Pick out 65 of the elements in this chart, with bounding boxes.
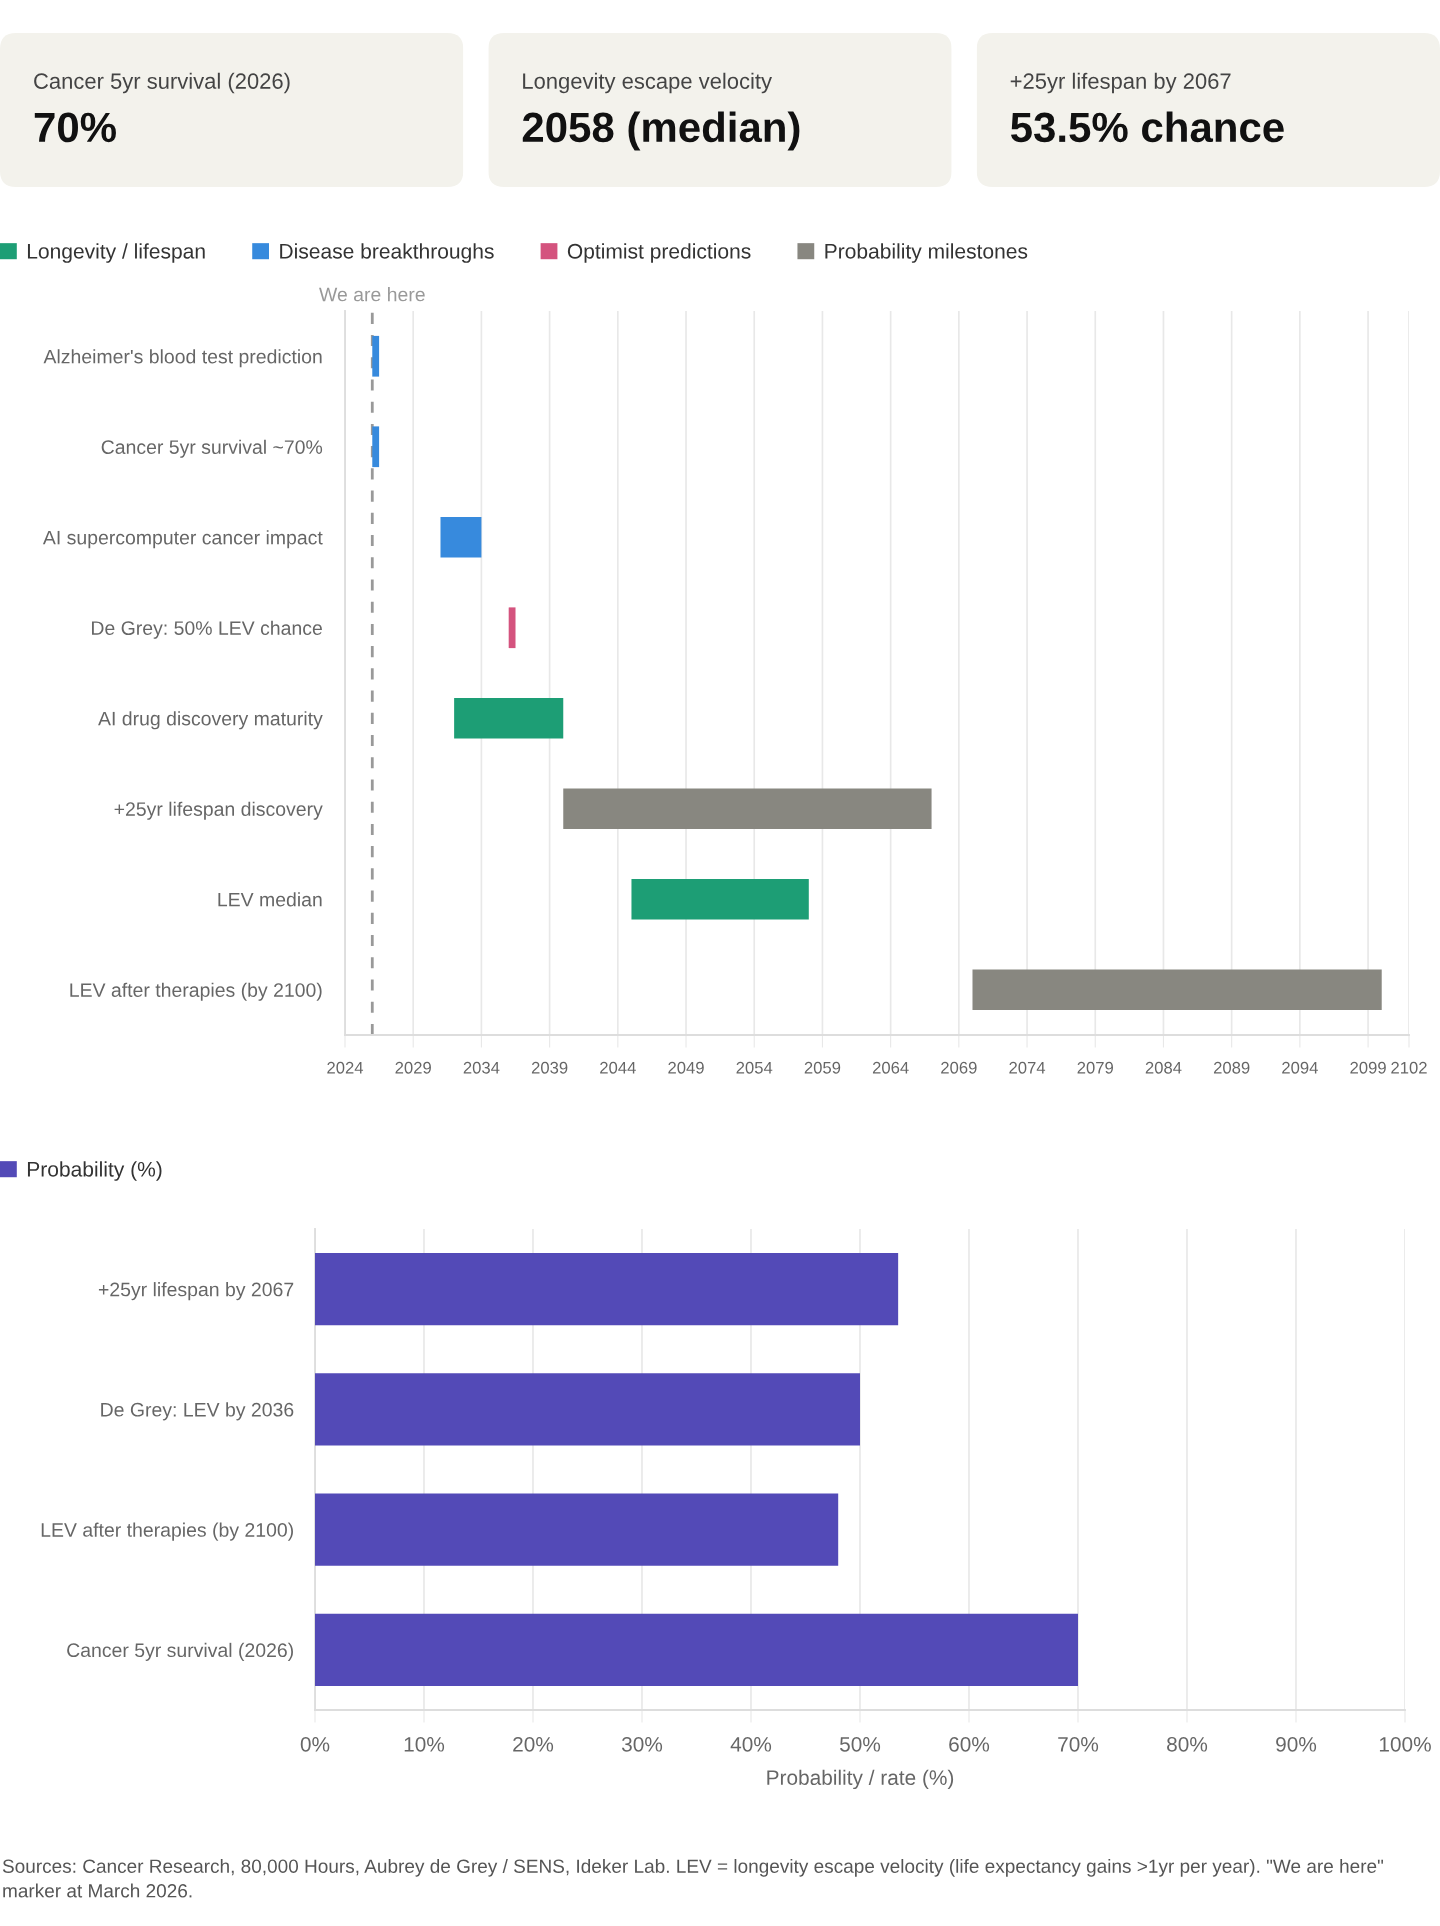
x-tick-label: 30% <box>621 1736 663 1752</box>
legend-label: Disease breakthroughs <box>280 243 494 263</box>
bar <box>315 1253 899 1326</box>
x-tick-label: 2084 <box>1145 1061 1182 1074</box>
y-tick-label: Alzheimer's blood test prediction <box>43 349 322 368</box>
x-tick-label: 100% <box>1379 1736 1431 1752</box>
bar <box>440 516 482 558</box>
x-tick-label: 2102 <box>1391 1061 1427 1074</box>
x-tick-label: 2099 <box>1350 1061 1386 1074</box>
legend-label: Optimist predictions <box>567 243 751 263</box>
y-tick-label: De Grey: LEV by 2036 <box>101 1402 294 1421</box>
text: 53.5% chance <box>1010 111 1284 143</box>
y-tick-label: Cancer 5yr survival ~70% <box>101 439 323 458</box>
x-tick-label: 2064 <box>872 1061 909 1074</box>
x-tick-label: 60% <box>949 1736 990 1752</box>
x-axis-title: Probability / rate (%) <box>767 1769 954 1790</box>
text: Longevity escape velocity <box>523 72 772 94</box>
x-tick-label: 2089 <box>1213 1061 1250 1074</box>
legend-label: Longevity / lifespan <box>27 243 205 263</box>
y-tick-label: Cancer 5yr survival (2026) <box>67 1642 293 1661</box>
y-tick-label: AI drug discovery maturity <box>98 711 323 730</box>
text: 70% <box>34 112 116 143</box>
bar <box>315 1613 1078 1686</box>
x-tick-label: 2069 <box>941 1061 977 1074</box>
bar <box>508 607 516 649</box>
legend-label: Probability (%) <box>27 1161 162 1181</box>
bar <box>972 969 1382 1011</box>
text: 2058 (median) <box>522 111 800 151</box>
x-tick-label: 2079 <box>1077 1061 1114 1074</box>
x-tick-label: 2054 <box>736 1061 773 1074</box>
x-tick-label: 2049 <box>668 1061 704 1074</box>
y-tick-label: +25yr lifespan discovery <box>114 801 323 820</box>
x-tick-label: 2024 <box>327 1061 364 1074</box>
x-tick-label: 2059 <box>804 1061 841 1074</box>
y-tick-label: +25yr lifespan by 2067 <box>98 1282 294 1301</box>
x-tick-label: 2029 <box>395 1061 431 1074</box>
x-tick-label: 90% <box>1276 1736 1317 1752</box>
bar <box>563 788 932 830</box>
text: +25yr lifespan by 2067 <box>1010 72 1231 94</box>
bar <box>372 335 380 377</box>
x-tick-label: 2039 <box>531 1061 568 1074</box>
y-tick-label: LEV median <box>218 892 322 907</box>
y-tick-label: LEV after therapies (by 2100) <box>70 982 322 1001</box>
x-tick-label: 80% <box>1167 1736 1208 1752</box>
x-tick-label: 20% <box>513 1736 554 1752</box>
bar <box>372 426 380 468</box>
x-tick-label: 70% <box>1058 1736 1099 1752</box>
x-tick-label: 0% <box>300 1736 330 1752</box>
x-tick-label: 10% <box>404 1736 445 1752</box>
bar <box>454 697 564 739</box>
x-tick-label: 50% <box>839 1736 881 1752</box>
x-tick-label: 2044 <box>600 1061 636 1074</box>
y-tick-label: AI supercomputer cancer impact <box>42 530 323 549</box>
legend-label: Probability milestones <box>825 243 1028 263</box>
y-tick-label: LEV after therapies (by 2100) <box>41 1522 293 1541</box>
bar <box>631 878 809 920</box>
bar <box>315 1493 839 1566</box>
x-tick-label: 40% <box>730 1736 772 1752</box>
ref-line-label: We are here <box>319 287 425 302</box>
y-tick-label: De Grey: 50% LEV chance <box>92 620 322 639</box>
bar <box>315 1373 860 1446</box>
x-tick-label: 2074 <box>1009 1061 1046 1074</box>
x-tick-label: 2094 <box>1282 1061 1318 1074</box>
source-note: Sources: Cancer Research, 80,000 Hours, Aubrey de Grey / SENS, Ideker Lab. LEV = longevity escape velocity (life expectancy gains >1yr per year). "We are here" marker at March 2026. <box>2 1859 1384 1898</box>
x-tick-label: 2034 <box>463 1061 500 1074</box>
